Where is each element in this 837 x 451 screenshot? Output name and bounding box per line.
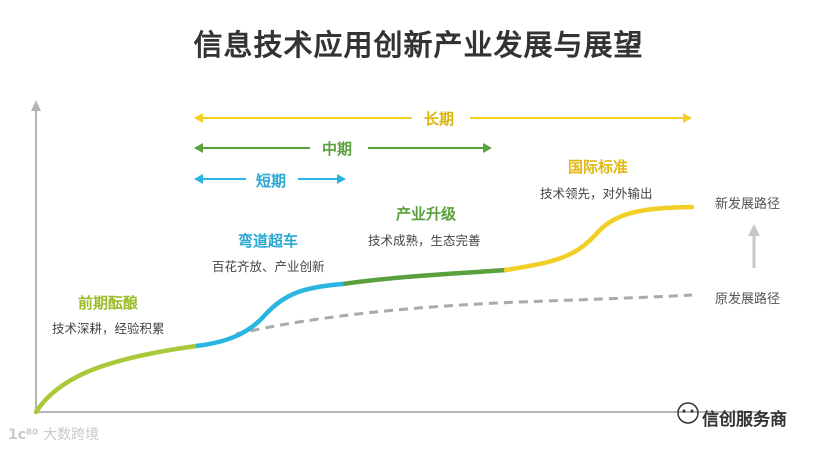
long-term-arrow (194, 113, 692, 123)
curve-stage4 (503, 204, 695, 273)
curve-stage2 (195, 281, 344, 349)
curve-stage1 (33, 343, 199, 415)
watermark-right-text: 信创服务商 (702, 410, 787, 430)
phase-short-label: 短期 (256, 172, 287, 190)
stage-4-subtitle: 技术领先，对外输出 (540, 186, 653, 201)
stage-3-title: 产业升级 (396, 205, 457, 223)
y-axis-arrowhead (31, 100, 41, 111)
watermark-left-text: 大数跨境 (43, 427, 100, 443)
old-path-label: 原发展路径 (715, 292, 781, 307)
new-path-label: 新发展路径 (715, 197, 781, 212)
phase-long-label: 长期 (424, 110, 455, 128)
phase-mid-label: 中期 (322, 140, 353, 158)
watermark-logo-icon: 1c⁸⁰ (8, 427, 44, 443)
stage-2-subtitle: 百花齐放、产业创新 (212, 259, 325, 274)
upgrade-arrow (748, 224, 760, 268)
old-development-path (235, 293, 693, 336)
short-term-arrow (194, 174, 346, 184)
page-title: 信息技术应用创新产业发展与展望 (193, 28, 644, 62)
axes (31, 100, 760, 413)
stage-2-title: 弯道超车 (238, 232, 299, 250)
stage-1-title: 前期酝酿 (78, 294, 139, 312)
curve-stage3 (342, 267, 507, 287)
stage-4-title: 国际标准 (568, 158, 629, 176)
mid-term-arrow (194, 143, 492, 153)
watermark-left: 1c⁸⁰ 大数跨境 (8, 424, 99, 444)
wechat-logo-icon (677, 402, 699, 424)
stage-1-subtitle: 技术深耕，经验积累 (52, 321, 165, 336)
stage-3-subtitle: 技术成熟，生态完善 (368, 233, 481, 248)
